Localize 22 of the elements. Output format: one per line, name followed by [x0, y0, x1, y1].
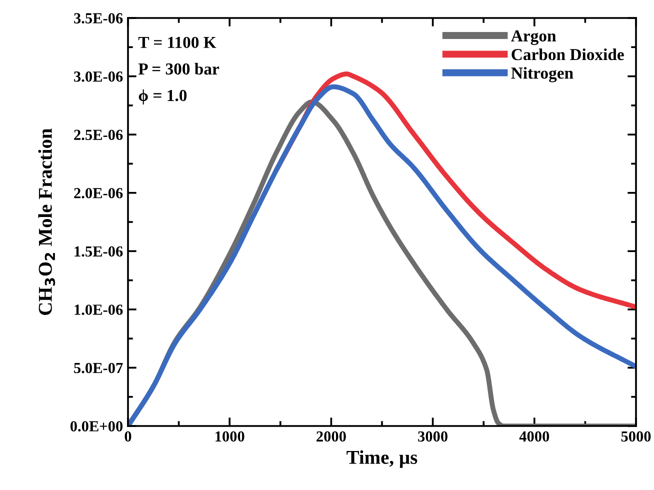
- y-tick-label: 3.5E-06: [74, 13, 123, 24]
- y-axis-title: CH$_{3}$O$_{2}$ Mole Fraction: [38, 128, 56, 315]
- x-tick-label: 4000: [519, 431, 550, 442]
- x-tick-label: 5000: [621, 431, 651, 442]
- legend-label: Nitrogen: [511, 66, 574, 82]
- annotation: P = 300 bar: [138, 62, 220, 75]
- x-tick-label: 2000: [316, 431, 346, 442]
- annotation: ϕ = 1.0: [138, 89, 187, 105]
- annotation: T = 1100 K: [138, 36, 216, 48]
- x-tick-label: 3000: [418, 431, 448, 442]
- y-tick-label: 5.0E-07: [74, 362, 123, 374]
- y-tick-label: 0.0E+00: [70, 421, 123, 432]
- y-tick-label: 2.5E-06: [74, 130, 123, 140]
- y-tick-label: 1.5E-06: [74, 246, 123, 257]
- y-tick-label: 1.0E-06: [74, 304, 123, 315]
- y-tick-label: 2.0E-06: [74, 188, 123, 198]
- x-tick-label: 0: [124, 431, 132, 442]
- legend-label: Carbon Dioxide: [512, 48, 624, 60]
- legend-label: Argon: [511, 30, 556, 46]
- x-axis-title: Time, µs: [346, 450, 418, 468]
- y-tick-label: 3.0E-06: [74, 71, 123, 82]
- x-tick-label: 1000: [216, 431, 244, 442]
